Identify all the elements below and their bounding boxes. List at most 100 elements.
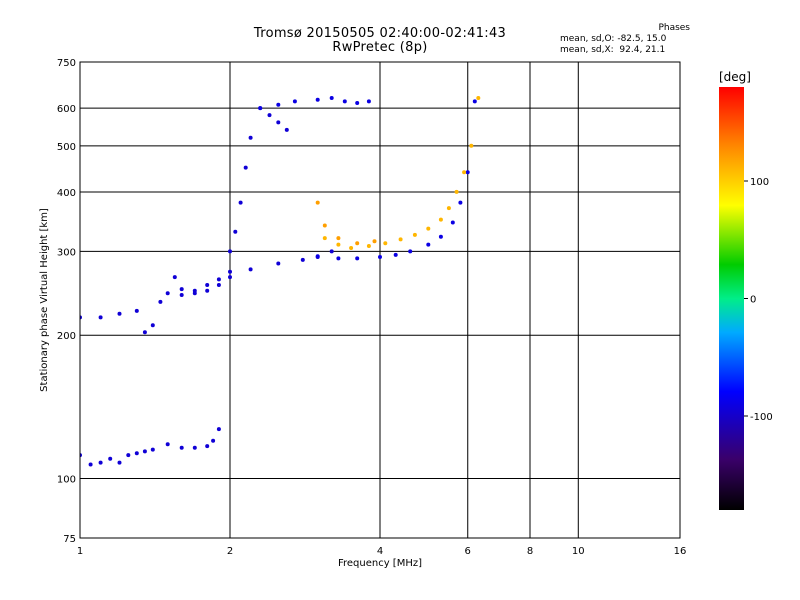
y-tick-label: 750: [57, 58, 76, 69]
echo-point: [205, 283, 210, 287]
x-tick-label: 8: [527, 546, 533, 557]
phase-stat-o: mean, sd,O: -82.5, 15.0: [560, 34, 667, 44]
echo-point: [462, 170, 467, 175]
x-axis-label: Frequency [MHz]: [338, 558, 422, 569]
y-tick-label: 500: [57, 142, 76, 153]
echo-point: [205, 444, 210, 449]
echo-point: [408, 249, 413, 254]
echo-point: [88, 462, 93, 467]
x-tick-label: 16: [674, 546, 687, 557]
echo-point: [398, 237, 403, 242]
y-tick-label: 75: [63, 534, 76, 545]
echo-point: [336, 236, 341, 241]
echo-point: [315, 254, 320, 259]
echo-point: [142, 449, 147, 454]
echo-point: [238, 200, 243, 205]
echo-point: [393, 252, 398, 257]
echo-point: [98, 315, 103, 320]
echo-point: [179, 445, 184, 450]
echo-point: [192, 445, 197, 450]
colorbar-tick-label: 0: [750, 295, 756, 306]
echo-point: [438, 234, 443, 239]
echo-point: [438, 217, 443, 222]
echo-point: [211, 438, 216, 443]
echo-point: [165, 291, 170, 296]
echo-point: [383, 241, 388, 246]
echo-point: [228, 249, 232, 254]
y-tick-label: 100: [57, 475, 76, 486]
echo-point: [172, 275, 177, 280]
echo-point: [165, 442, 170, 447]
echo-point: [276, 102, 281, 107]
echo-point: [355, 241, 360, 246]
echo-point: [142, 330, 147, 335]
echo-point: [150, 447, 155, 452]
echo-point: [228, 275, 232, 280]
x-tick-label: 2: [227, 546, 233, 557]
echo-point: [248, 135, 253, 140]
x-tick-label: 1: [77, 546, 83, 557]
echo-point: [158, 299, 163, 304]
echo-point: [192, 291, 197, 296]
x-tick-label: 4: [377, 546, 383, 557]
echo-point: [315, 200, 320, 205]
echo-point: [179, 287, 184, 292]
echo-point: [378, 255, 382, 259]
echo-point: [117, 460, 122, 465]
echo-point: [476, 96, 481, 100]
echo-point: [108, 456, 113, 461]
echo-point: [355, 256, 360, 261]
echo-point: [216, 277, 221, 282]
chart-title: Tromsø 20150505 02:40:00-02:41:43: [253, 26, 507, 41]
colorbar-tick-label: -100: [750, 412, 773, 423]
echo-point: [454, 189, 459, 194]
echo-point: [450, 220, 455, 225]
echo-point: [366, 244, 371, 248]
echo-point: [292, 99, 297, 104]
echo-point: [342, 99, 347, 104]
echo-point: [233, 229, 238, 234]
colorbar-label: [deg]: [719, 70, 751, 84]
echo-point: [267, 113, 272, 118]
y-axis-label: Stationary phase Virtual Height [km]: [39, 208, 50, 392]
echo-point: [243, 165, 248, 170]
colorbar-tick-label: 100: [750, 177, 769, 188]
echo-point: [336, 242, 341, 247]
echo-point: [258, 106, 263, 111]
echo-point: [276, 261, 281, 266]
x-tick-label: 10: [572, 546, 585, 557]
echo-point: [205, 288, 210, 293]
y-tick-label: 300: [57, 247, 76, 258]
x-tick-label: 6: [465, 546, 471, 557]
chart-subtitle: RwPretec (8p): [332, 40, 428, 55]
y-tick-label: 200: [57, 331, 76, 342]
echo-point: [126, 453, 131, 458]
echo-point: [458, 200, 463, 205]
phase-legend-heading: Phases: [658, 23, 690, 33]
echo-point: [469, 143, 474, 148]
echo-point: [472, 99, 477, 104]
y-tick-label: 600: [57, 104, 76, 115]
echo-point: [322, 236, 327, 241]
echo-point: [179, 293, 184, 297]
echo-point: [426, 242, 431, 247]
echo-point: [216, 283, 221, 287]
y-tick-label: 400: [57, 188, 76, 199]
echo-point: [248, 267, 253, 272]
echo-point: [446, 206, 451, 211]
echo-point: [216, 427, 221, 432]
echo-point: [322, 223, 327, 228]
plot-frame: [79, 61, 681, 539]
echo-point: [412, 232, 417, 237]
echo-point: [284, 127, 289, 132]
echo-point: [228, 269, 232, 274]
echo-point: [329, 249, 334, 254]
echo-point: [329, 96, 334, 100]
echo-point: [117, 311, 122, 316]
echo-point: [366, 99, 371, 104]
echo-point: [349, 246, 354, 250]
echo-point: [134, 308, 139, 313]
echo-point: [98, 460, 103, 465]
echo-point: [276, 120, 281, 125]
